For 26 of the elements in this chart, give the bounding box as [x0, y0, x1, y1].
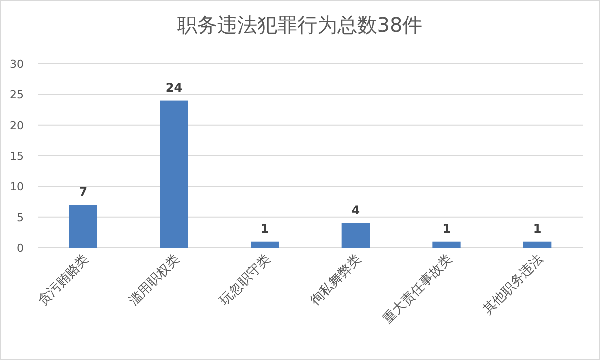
x-tick-label: 重大责任事故类	[380, 252, 456, 328]
bar	[524, 242, 552, 248]
y-tick-label: 5	[17, 211, 24, 224]
data-label: 1	[260, 222, 270, 236]
bar	[251, 242, 280, 248]
chart-title: 职务违法犯罪行为总数38件	[177, 13, 423, 37]
x-tick-label: 滥用职权类	[126, 252, 184, 309]
bar	[432, 242, 461, 248]
data-label: 1	[442, 222, 451, 236]
bar	[342, 223, 370, 248]
y-tick-label: 0	[17, 242, 24, 255]
x-tick-label: 徇私舞弊类	[308, 252, 365, 309]
x-tick-label: 其他职务违法	[480, 252, 546, 318]
x-tick-label: 玩忽职守类	[217, 252, 274, 309]
y-tick-label: 20	[10, 119, 24, 132]
data-label: 24	[166, 80, 183, 95]
x-tick-label: 贪污贿赂类	[36, 252, 92, 309]
y-tick-label: 10	[10, 180, 24, 194]
bar	[69, 205, 98, 248]
data-label: 7	[79, 185, 88, 200]
data-label: 1	[533, 222, 542, 236]
y-tick-label: 25	[10, 88, 24, 102]
bar	[160, 100, 188, 248]
y-tick-label: 30	[10, 58, 24, 71]
data-label: 4	[352, 203, 360, 218]
y-tick-label: 15	[10, 150, 24, 163]
